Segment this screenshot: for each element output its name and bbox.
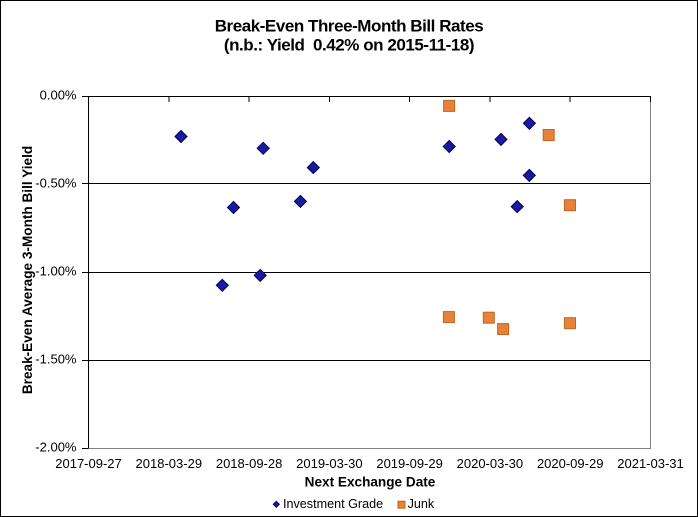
- svg-text:0.00%: 0.00%: [40, 88, 77, 103]
- svg-text:-1.50%: -1.50%: [35, 352, 77, 367]
- svg-text:2021-03-31: 2021-03-31: [617, 456, 684, 471]
- svg-text:-0.50%: -0.50%: [35, 176, 77, 191]
- svg-text:Break-Even Average 3-Month Bil: Break-Even Average 3-Month Bill Yield: [20, 146, 35, 394]
- svg-text:2020-09-29: 2020-09-29: [537, 456, 604, 471]
- svg-text:2018-09-28: 2018-09-28: [216, 456, 283, 471]
- svg-text:2018-03-29: 2018-03-29: [136, 456, 203, 471]
- svg-text:2019-09-29: 2019-09-29: [376, 456, 443, 471]
- svg-text:Junk: Junk: [408, 497, 435, 511]
- svg-text:-1.00%: -1.00%: [35, 264, 77, 279]
- svg-text:-2.00%: -2.00%: [35, 440, 77, 455]
- svg-text:2020-03-30: 2020-03-30: [457, 456, 524, 471]
- svg-text:Break-Even Three-Month Bill Ra: Break-Even Three-Month Bill Rates: [215, 17, 484, 36]
- svg-text:Next Exchange Date: Next Exchange Date: [305, 474, 436, 489]
- svg-text:(n.b.: Yield 0.42% on 2015-11: (n.b.: Yield 0.42% on 2015-11-18): [224, 35, 474, 54]
- svg-text:2017-09-27: 2017-09-27: [55, 456, 122, 471]
- svg-text:2019-03-30: 2019-03-30: [296, 456, 363, 471]
- svg-text:Investment Grade: Investment Grade: [283, 497, 383, 511]
